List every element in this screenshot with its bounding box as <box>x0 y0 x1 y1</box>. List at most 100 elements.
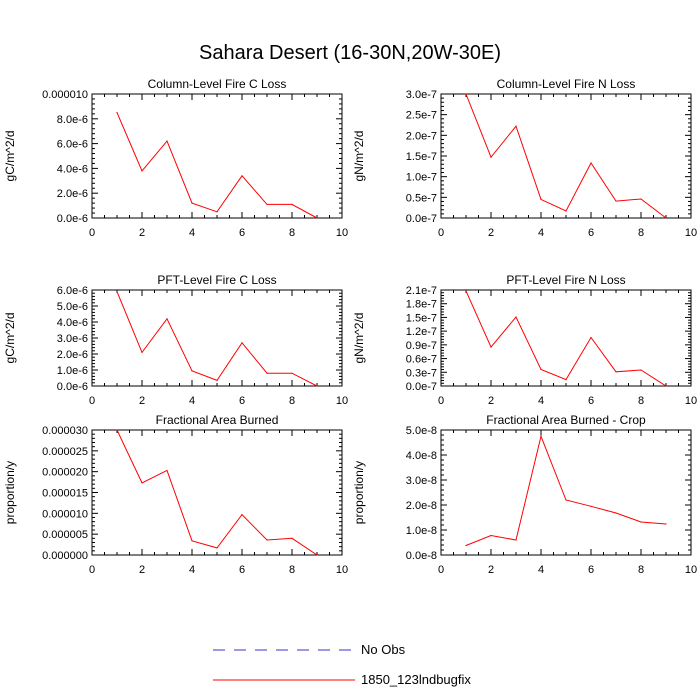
panel-1-frame <box>91 93 343 219</box>
panel-5-ytick-label: 0.000015 <box>42 488 88 500</box>
panel-2-xtick-label: 2 <box>488 227 494 239</box>
panel-2-data-point <box>565 210 567 212</box>
panel-2-title: Column-Level Fire N Loss <box>497 77 636 91</box>
panel-3-data-point <box>191 370 193 372</box>
panel-6-data-point <box>615 512 617 514</box>
panel-6-xtick-label: 8 <box>638 564 644 576</box>
panel-6-data-point <box>565 499 567 501</box>
panel-4-ytick-label: 1.5e-7 <box>406 312 437 324</box>
panel-5-data-point <box>191 540 193 542</box>
panel-3-data-point <box>166 318 168 320</box>
panel-1-xtick-label: 2 <box>139 227 145 239</box>
panel-5-data-point <box>141 482 143 484</box>
panel-5-frame <box>91 429 343 556</box>
panel-3-data-point <box>266 372 268 374</box>
panel-5-ytick-label: 0.000000 <box>42 550 88 562</box>
panel-2-xtick-label: 0 <box>438 227 444 239</box>
panel-3-ylabel: gC/m^2/d <box>3 313 17 364</box>
panel-5-data-point <box>241 513 243 516</box>
panel-3-title: PFT-Level Fire C Loss <box>157 273 276 287</box>
panel-3-data-point <box>216 379 218 381</box>
panel-6-data-point <box>590 505 592 507</box>
panel-2-xtick-label: 10 <box>685 227 697 239</box>
panel-4-data-point <box>540 368 542 371</box>
panel-4-xtick-label: 0 <box>438 395 444 407</box>
panel-5-ytick-label: 0.000005 <box>42 529 88 541</box>
panel-4-frame <box>440 289 692 387</box>
panel-6-data-point <box>665 523 667 525</box>
panel-2-ytick-label: 2.0e-7 <box>406 130 437 142</box>
panel-4-xtick-label: 2 <box>488 395 494 407</box>
panel-1-xtick-label: 0 <box>89 227 95 239</box>
panel-1-data-point <box>266 203 268 205</box>
panel-2-data-point <box>640 198 642 200</box>
panel-4-data-point <box>615 371 617 373</box>
panel-4-data-point <box>565 379 567 381</box>
panel-4-series-line <box>465 290 667 387</box>
panel-2-ytick-label: 1.5e-7 <box>406 151 437 163</box>
panel-4-ytick-label: 1.8e-7 <box>406 299 437 311</box>
panel-1-data-point <box>241 175 243 177</box>
panel-3-ytick-label: 6.0e-6 <box>57 285 88 297</box>
panel-5-data-point <box>316 554 318 556</box>
panel-2-data-point <box>590 162 592 164</box>
panel-2-ytick-label: 1.0e-7 <box>406 172 437 184</box>
panel-5-xtick-label: 8 <box>289 564 295 576</box>
panel-5-data-point <box>216 547 218 549</box>
panel-3-data-point <box>141 351 143 353</box>
panel-4-ylabel: gN/m^2/d <box>352 313 366 364</box>
panel-4-ytick-label: 0.6e-7 <box>406 354 437 366</box>
panel-1-ytick-label: 0.000010 <box>42 89 88 101</box>
panel-1-xtick-label: 6 <box>239 227 245 239</box>
panel-6-ytick-label: 4.0e-8 <box>406 450 437 462</box>
panel-3-data-point <box>291 372 293 374</box>
panel-1-xtick-label: 10 <box>336 227 348 239</box>
panel-6-data-point <box>640 521 642 523</box>
panel-1-ytick-label: 8.0e-6 <box>57 114 88 126</box>
panel-1-data-point <box>141 170 143 172</box>
panel-2-data-point <box>465 93 467 95</box>
panel-1-data-point <box>166 140 168 142</box>
panel-3-xtick-label: 2 <box>139 395 145 407</box>
panel-2-xtick-label: 4 <box>538 227 544 239</box>
figure-title: Sahara Desert (16-30N,20W-30E) <box>199 42 501 64</box>
panel-6-data-point <box>490 534 492 537</box>
panel-2-data-point <box>665 217 667 219</box>
panel-5-ytick-label: 0.000030 <box>42 425 88 437</box>
panel-5-xtick-label: 6 <box>239 564 245 576</box>
panel-6-ytick-label: 0.0e-8 <box>406 550 437 562</box>
panel-4-ytick-label: 2.1e-7 <box>406 285 437 297</box>
panel-6-ytick-label: 2.0e-8 <box>406 500 437 512</box>
panel-4-data-point <box>515 316 517 318</box>
panel-1-title: Column-Level Fire C Loss <box>148 77 287 91</box>
panel-3-ytick-label: 5.0e-6 <box>57 301 88 313</box>
panel-6-title: Fractional Area Burned - Crop <box>486 413 646 427</box>
panel-1-data-point <box>116 112 118 114</box>
panel-5-xtick-label: 4 <box>189 564 195 576</box>
panel-6-xtick-label: 0 <box>438 564 444 576</box>
panel-1-xtick-label: 8 <box>289 227 295 239</box>
panel-3-xtick-label: 8 <box>289 395 295 407</box>
panel-4-data-point <box>465 290 467 292</box>
panel-5-ytick-label: 0.000010 <box>42 508 88 520</box>
legend-label-1: No Obs <box>361 642 406 657</box>
panel-3-data-point <box>241 342 243 344</box>
panel-2-data-point <box>490 156 492 158</box>
panel-2-series-line <box>465 93 667 219</box>
panel-1-ytick-label: 4.0e-6 <box>57 163 88 175</box>
panel-3-xtick-label: 0 <box>89 395 95 407</box>
panel-3-data-point <box>116 291 118 293</box>
panel-3-ytick-label: 2.0e-6 <box>57 349 88 361</box>
panel-2-ylabel: gN/m^2/d <box>352 131 366 182</box>
panel-6-ytick-label: 3.0e-8 <box>406 475 437 487</box>
panel-5-xtick-label: 0 <box>89 564 95 576</box>
panel-4-ytick-label: 0.9e-7 <box>406 340 437 352</box>
panel-2-ytick-label: 3.0e-7 <box>406 89 437 101</box>
panel-3-frame <box>91 289 343 387</box>
panel-4-title: PFT-Level Fire N Loss <box>506 273 625 287</box>
panel-5-data-point <box>266 539 268 541</box>
panel-6-ytick-label: 5.0e-8 <box>406 425 437 437</box>
panel-5-ytick-label: 0.000020 <box>42 467 88 479</box>
panel-4-data-point <box>490 346 492 348</box>
